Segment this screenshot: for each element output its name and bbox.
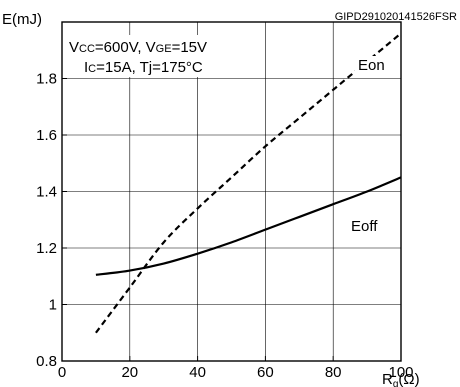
conditions-line-1: VCC=600V, VGE=15V bbox=[69, 39, 207, 56]
condition-text: I bbox=[84, 59, 88, 76]
y-tick-label: 1.4 bbox=[36, 184, 57, 201]
y-tick-label: 1 bbox=[49, 297, 57, 314]
series-label-text: Eoff bbox=[351, 218, 378, 235]
x-axis-label: Rg(Ω) bbox=[382, 371, 420, 387]
series-label-text: Eon bbox=[358, 57, 385, 74]
condition-text: =600V, V bbox=[95, 39, 156, 56]
y-tick-label: 0.8 bbox=[36, 353, 57, 370]
condition-subscript: C bbox=[88, 63, 96, 75]
series-label-eoff: Eoff bbox=[348, 217, 384, 236]
grid-lines bbox=[62, 22, 401, 361]
condition-text: V bbox=[69, 39, 79, 56]
figure-code: GIPD291020141526FSR bbox=[335, 11, 457, 23]
conditions-line-2: IC=15A, Tj=175°C bbox=[84, 59, 203, 76]
condition-subscript: GE bbox=[156, 43, 172, 55]
axis-ticks: 0 20 40 60 80 100 0.8 1 1.2 1.4 1.6 1.8 bbox=[36, 71, 413, 382]
x-tick-label: 20 bbox=[121, 364, 138, 381]
condition-subscript: CC bbox=[79, 43, 95, 55]
series-label-background bbox=[348, 217, 384, 236]
y-axis-label: E(mJ) bbox=[2, 11, 42, 28]
y-tick-label: 1.8 bbox=[36, 71, 57, 88]
condition-text: =15V bbox=[172, 39, 207, 56]
series-lines bbox=[95, 32, 402, 334]
x-axis-label-subscript: g bbox=[393, 379, 399, 387]
x-tick-label: 40 bbox=[189, 364, 206, 381]
x-axis-label-main: R bbox=[382, 371, 393, 387]
x-axis-label-unit: (Ω) bbox=[398, 371, 419, 387]
series-labels: Eon Eoff bbox=[348, 56, 391, 236]
x-tick-label: 60 bbox=[257, 364, 274, 381]
conditions-box-background bbox=[65, 35, 255, 77]
y-tick-label: 1.2 bbox=[36, 240, 57, 257]
x-tick-label: 80 bbox=[325, 364, 342, 381]
series-line-eon bbox=[95, 32, 402, 334]
y-tick-label: 1.6 bbox=[36, 127, 57, 144]
series-label-background bbox=[355, 56, 391, 75]
series-line-eoff bbox=[95, 176, 402, 276]
conditions-box: VCC=600V, VGE=15V IC=15A, Tj=175°C bbox=[65, 35, 255, 77]
x-tick-label: 0 bbox=[58, 364, 66, 381]
x-tick-label: 100 bbox=[388, 364, 413, 381]
condition-text: =15A, Tj=175°C bbox=[96, 59, 203, 76]
series-label-eon: Eon bbox=[355, 56, 391, 75]
